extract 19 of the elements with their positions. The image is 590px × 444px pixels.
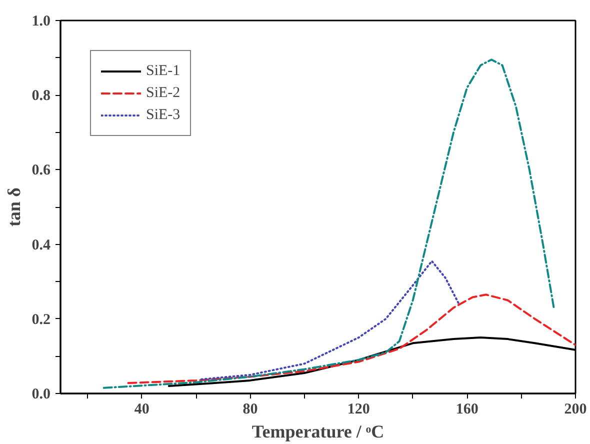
line-series bbox=[200, 260, 460, 380]
x-tick-label: 160 bbox=[456, 402, 478, 418]
legend-label: SiE-3 bbox=[146, 106, 180, 124]
y-tick-label: 0.0 bbox=[32, 386, 50, 402]
y-tick-label: 0.6 bbox=[32, 162, 51, 179]
y-tick-label: 0.2 bbox=[32, 312, 50, 328]
legend-label: SiE-2 bbox=[146, 84, 180, 102]
y-axis-title: tan δ bbox=[4, 188, 24, 226]
y-tick-label: 0.4 bbox=[32, 237, 51, 254]
x-axis-title: Temperature / ᵒC bbox=[252, 422, 384, 442]
x-tick-label: 40 bbox=[134, 402, 150, 418]
y-tick-label: 1.0 bbox=[32, 14, 50, 30]
legend-label: SiE-1 bbox=[146, 62, 180, 80]
x-tick-label: 200 bbox=[564, 402, 587, 418]
y-tick-label: 0.8 bbox=[32, 88, 50, 104]
line-series bbox=[102, 58, 555, 389]
line-series bbox=[127, 294, 576, 384]
x-tick-label: 80 bbox=[242, 402, 258, 418]
x-tick-label: 120 bbox=[347, 402, 370, 418]
